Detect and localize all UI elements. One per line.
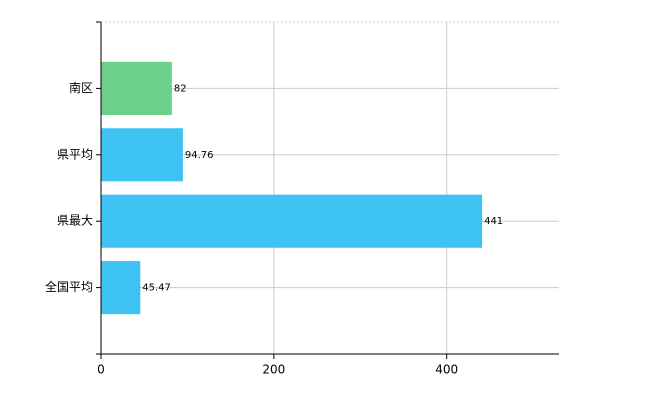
- bar: [101, 194, 483, 248]
- x-tick-label: 400: [435, 363, 458, 377]
- y-tick-label: 南区: [69, 80, 93, 95]
- value-label: 441: [484, 216, 503, 227]
- x-tick-label: 0: [97, 363, 105, 377]
- bar: [101, 61, 172, 115]
- bar: [101, 261, 141, 315]
- value-label: 45.47: [142, 283, 171, 294]
- bar: [101, 128, 183, 182]
- value-label: 94.76: [185, 150, 214, 161]
- y-tick-label: 県最大: [57, 214, 93, 228]
- value-label: 82: [174, 83, 187, 94]
- x-tick-label: 200: [262, 363, 285, 377]
- y-tick-label: 県平均: [57, 147, 93, 161]
- y-tick-label: 全国平均: [45, 279, 93, 294]
